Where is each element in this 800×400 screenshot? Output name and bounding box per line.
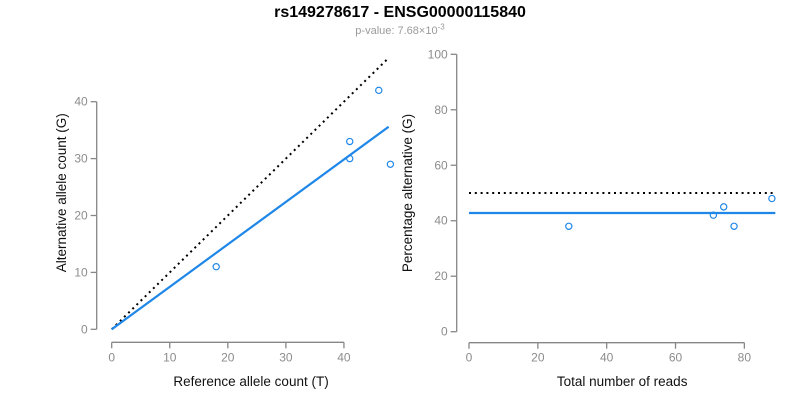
left-x-axis-label: Reference allele count (T) [173, 374, 328, 389]
left-data-point [346, 154, 354, 163]
figure-title: rs149278617 - ENSG00000115840 [274, 4, 526, 21]
left-data-point [212, 263, 220, 271]
identity-line [111, 57, 390, 331]
left-data-point [386, 160, 395, 168]
left-x-tick-label: 10 [163, 350, 177, 364]
left-y-tick-label: 20 [74, 209, 88, 223]
left-y-axis-label: Alternative allele count (G) [54, 113, 69, 272]
right-x-tick-label: 80 [738, 351, 752, 365]
left-x-tick-label: 20 [221, 350, 235, 364]
right-data-point [720, 203, 728, 211]
right-y-tick-label: 60 [434, 158, 448, 172]
left-data-point [375, 86, 383, 95]
right-y-tick-label: 80 [434, 103, 448, 117]
right-x-tick-label: 60 [669, 351, 683, 365]
right-y-tick-label: 20 [434, 269, 448, 283]
right-x-tick-label: 20 [531, 351, 545, 365]
right-y-tick-label: 0 [441, 325, 448, 339]
left-x-tick-label: 30 [279, 350, 293, 364]
left-data-point [346, 137, 354, 146]
figure-subtitle: p-value: 7.68×10-3 [0, 22, 800, 37]
left-y-tick-label: 0 [81, 322, 88, 336]
pvalue-exponent: -3 [437, 22, 445, 32]
right-data-point [768, 194, 776, 203]
left-x-tick-label: 40 [337, 350, 351, 364]
left-x-tick-label: 0 [108, 350, 115, 364]
left-y-tick-label: 10 [74, 265, 88, 279]
right-x-tick-label: 0 [466, 351, 473, 365]
right-data-point [709, 211, 718, 219]
pvalue-text: p-value: 7.68×10 [355, 25, 438, 37]
right-y-axis-label: Percentage alternative (G) [400, 114, 415, 272]
right-y-tick-label: 40 [434, 214, 448, 228]
right-data-point [730, 222, 738, 230]
left-y-tick-label: 30 [74, 152, 88, 166]
left-y-tick-label: 40 [74, 95, 88, 109]
regression-line [111, 125, 390, 331]
right-data-point [565, 222, 573, 230]
right-x-tick-label: 40 [600, 351, 614, 365]
right-x-axis-label: Total number of reads [557, 374, 688, 389]
right-y-tick-label: 100 [428, 47, 448, 61]
